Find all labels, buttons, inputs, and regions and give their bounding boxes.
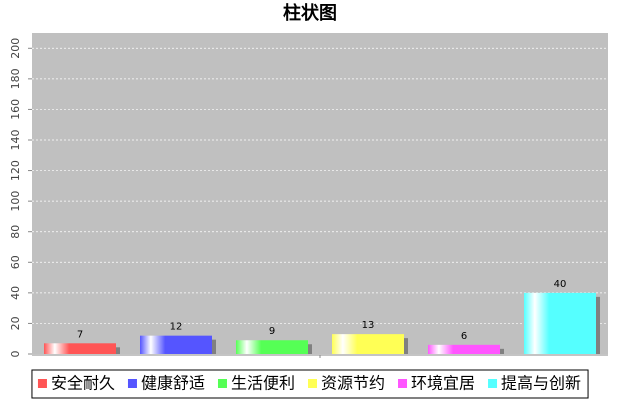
y-tick-label: 20 bbox=[9, 316, 22, 330]
y-tick-label: 60 bbox=[9, 255, 22, 269]
data-label: 9 bbox=[269, 326, 275, 337]
legend-marker bbox=[488, 379, 498, 388]
data-label: 12 bbox=[170, 322, 183, 333]
legend-marker bbox=[37, 379, 47, 388]
legend-marker bbox=[398, 379, 408, 388]
data-label: 7 bbox=[77, 329, 83, 340]
y-tick-label: 100 bbox=[9, 191, 22, 212]
bar bbox=[236, 340, 308, 354]
legend-label: 资源节约 bbox=[321, 374, 385, 393]
legend-label: 生活便利 bbox=[231, 374, 295, 393]
legend-marker bbox=[127, 379, 137, 388]
y-tick-label: 120 bbox=[9, 160, 22, 181]
y-tick-label: 180 bbox=[9, 68, 22, 89]
y-tick-label: 160 bbox=[9, 99, 22, 120]
y-tick-label: 0 bbox=[9, 351, 22, 358]
bar bbox=[428, 344, 500, 354]
bar bbox=[332, 334, 404, 354]
legend-marker bbox=[217, 379, 227, 388]
legend-label: 健康舒适 bbox=[141, 374, 205, 393]
legend-label: 安全耐久 bbox=[51, 374, 115, 393]
legend-label: 提高与创新 bbox=[501, 374, 581, 393]
legend-label: 环境宜居 bbox=[411, 374, 475, 393]
chart-title: 柱状图 bbox=[283, 2, 337, 24]
bar bbox=[44, 343, 116, 354]
data-label: 40 bbox=[554, 279, 567, 290]
data-label: 6 bbox=[461, 331, 467, 342]
y-tick-label: 40 bbox=[9, 286, 22, 300]
legend: 安全耐久 健康舒适 生活便利 资源节约 环境宜居 提高与创新 bbox=[31, 369, 589, 399]
plot-area bbox=[32, 33, 608, 354]
data-label: 13 bbox=[362, 320, 375, 331]
bar bbox=[524, 292, 596, 354]
bar bbox=[140, 335, 212, 354]
y-tick-label: 200 bbox=[9, 38, 22, 59]
y-tick-label: 80 bbox=[9, 225, 22, 239]
y-tick-label: 140 bbox=[9, 130, 22, 151]
legend-marker bbox=[308, 379, 317, 388]
